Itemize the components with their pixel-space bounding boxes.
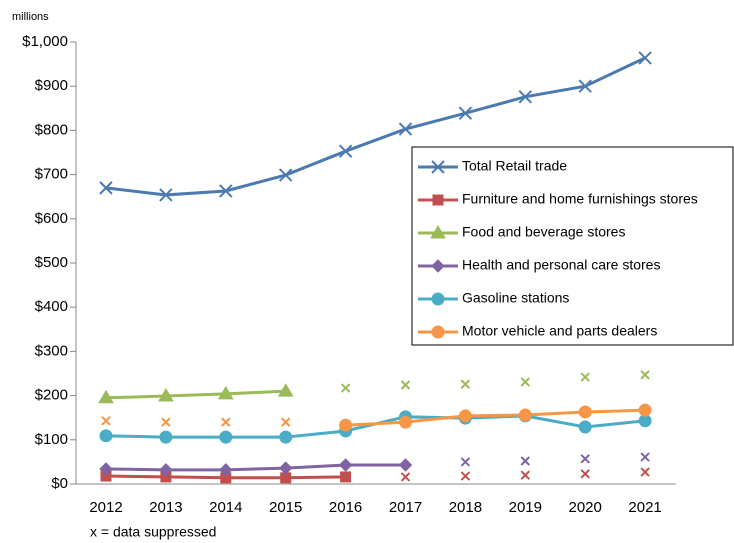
y-tick-label: $800 [35,121,68,138]
x-tick-label: 2015 [269,499,302,516]
point [398,122,413,136]
point [398,458,413,472]
suppressed-marker [101,416,111,426]
point [159,188,173,202]
suppressed-marker [640,370,650,380]
point [340,471,352,483]
legend-marker [431,325,445,339]
suppressed-marker [400,472,411,482]
suppressed-marker [520,377,531,387]
x-tick-label: 2012 [89,499,122,516]
point [99,181,113,195]
point [219,184,233,198]
suppressed-marker [221,417,231,427]
point [278,168,293,182]
suppressed-marker [280,417,291,427]
y-tick-label: $600 [35,210,68,227]
y-tick-label: $300 [35,342,68,359]
x-tick-label: 2016 [329,499,362,516]
y-tick-label: $700 [35,166,68,183]
y-tick-label: $0 [51,475,68,492]
point [279,430,293,444]
point [578,405,592,419]
legend-marker [431,160,445,174]
point [518,408,532,422]
suppressed-marker [340,383,351,393]
point [217,385,234,400]
point [638,403,652,417]
x-tick-label: 2020 [569,499,602,516]
point [98,389,114,404]
point [578,420,592,434]
point [159,430,173,444]
note: x = data suppressed [90,524,216,540]
legend-marker [431,292,445,306]
x-tick-label: 2017 [389,499,422,516]
point [219,463,233,477]
x-tick-label: 2021 [628,499,661,516]
y-tick-label: $200 [35,387,68,404]
legend-label: Food and beverage stores [462,224,625,240]
suppressed-marker [520,456,531,466]
suppressed-marker [460,457,471,467]
point [99,462,113,476]
legend-marker [430,225,446,239]
y-tick-label: $500 [35,254,68,271]
point [278,461,293,475]
point [638,51,652,65]
suppressed-marker [640,467,650,477]
legend-label: Health and personal care stores [462,257,660,273]
y-tick-label: $100 [35,431,68,448]
suppressed-marker [460,379,471,389]
point [339,418,353,432]
point [99,429,113,443]
point [518,90,533,104]
point [158,388,174,402]
series-line [345,408,646,427]
point [578,79,592,93]
x-tick-label: 2013 [149,499,182,516]
x-tick-label: 2018 [449,499,482,516]
legend-marker [431,259,445,273]
series-line [105,463,406,472]
series-line [105,414,646,439]
series-line [105,389,286,400]
legend-marker [432,194,444,206]
point [458,106,473,120]
point [399,415,412,429]
legend-label: Furniture and home furnishings stores [462,191,698,207]
suppressed-marker [580,454,590,464]
legend-label: Motor vehicle and parts dealers [462,323,657,339]
suppressed-marker [460,471,471,481]
suppressed-marker [161,417,171,427]
x-tick-label: 2014 [209,499,242,516]
point [159,463,173,477]
point [219,430,233,444]
y-axis-label: millions [12,11,49,23]
suppressed-marker [640,452,650,462]
point [338,458,353,472]
point [338,144,353,158]
y-tick-label: $400 [35,298,68,315]
series-line [105,56,646,197]
suppressed-marker [520,470,531,480]
suppressed-marker [580,372,590,382]
legend-label: Total Retail trade [462,158,567,174]
x-tick-label: 2019 [509,499,542,516]
y-tick-label: $1,000 [22,33,68,50]
y-tick-label: $900 [35,77,68,94]
suppressed-marker [400,380,411,390]
legend-box [411,146,734,346]
point [277,383,294,397]
legend-label: Gasoline stations [462,290,569,306]
point [458,409,472,423]
suppressed-marker [580,469,590,479]
